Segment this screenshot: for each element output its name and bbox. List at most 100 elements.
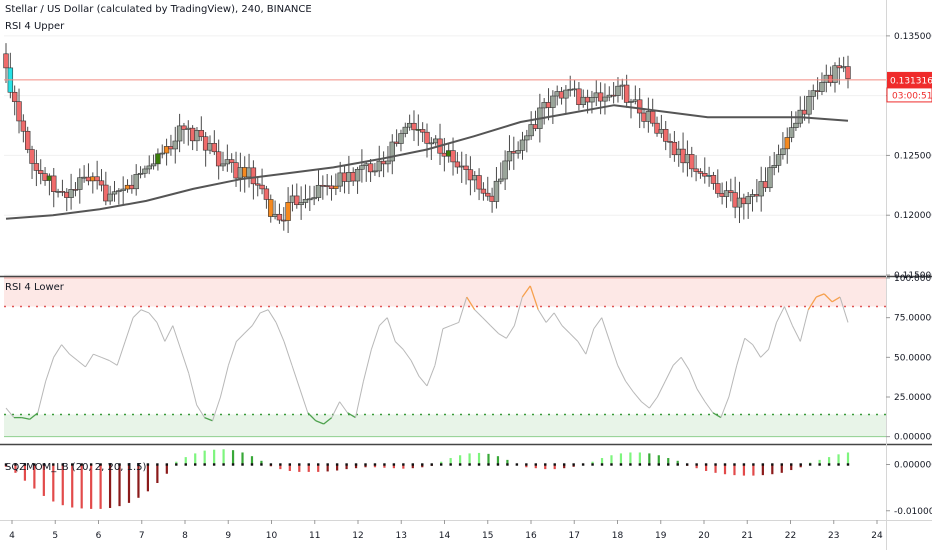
squeeze-dot: [71, 463, 74, 466]
candle-body: [294, 195, 300, 206]
rsi-segment: [688, 369, 698, 390]
candle-body: [142, 168, 148, 174]
squeeze-dot: [307, 463, 310, 466]
candle-body: [493, 180, 500, 202]
symbol-title[interactable]: Stellar / US Dollar (calculated by Tradi…: [5, 4, 312, 15]
x-tick-label: 9: [225, 531, 231, 541]
rsi-segment: [585, 328, 595, 355]
rsi-segment: [355, 381, 364, 418]
candle-body: [16, 101, 22, 122]
squeeze-dot: [695, 463, 698, 466]
squeeze-dot: [279, 463, 282, 466]
candle-body: [137, 172, 144, 175]
candle-body: [419, 129, 426, 133]
squeeze-dot: [808, 463, 812, 466]
x-tick-label: 13: [396, 531, 407, 541]
candle-body: [784, 137, 790, 150]
rsi-segment: [831, 296, 841, 303]
rsi-segment: [593, 317, 603, 330]
squeeze-dot: [581, 463, 585, 466]
rsi-segment: [545, 312, 555, 323]
rsi-segment: [783, 306, 793, 326]
rsi-segment: [236, 333, 245, 342]
candle-body: [845, 66, 851, 80]
candle-body: [485, 192, 491, 197]
squeeze-dot: [203, 463, 206, 466]
moving-average-line: [5, 104, 849, 220]
sqzmom-legend[interactable]: SQZMOM_LB (20, 2, 20, 1.5): [5, 462, 147, 473]
rsi-segment: [736, 338, 746, 366]
rsi-segment: [29, 412, 39, 420]
rsi-segment: [291, 365, 301, 390]
candle-body: [172, 140, 178, 150]
rsi-segment: [744, 337, 753, 346]
candle-body: [72, 189, 79, 191]
candle-body: [259, 184, 265, 190]
rsi-segment: [362, 349, 372, 382]
rsi-segment: [577, 341, 587, 355]
rsi-segment: [77, 360, 86, 368]
rsi-lower-legend[interactable]: RSI 4 Lower: [5, 282, 64, 293]
rsi-segment: [656, 380, 666, 398]
rsi-segment: [180, 349, 190, 374]
rsi-segment: [188, 373, 198, 406]
candle-body: [819, 82, 825, 92]
y-tick-label: 0.0000000: [894, 433, 932, 443]
candle-body: [163, 146, 170, 154]
candle-body: [467, 169, 474, 181]
rsi-segment: [93, 353, 102, 358]
candle-body: [146, 165, 152, 170]
rsi-segment: [37, 381, 47, 413]
squeeze-dot: [790, 463, 793, 466]
rsi-segment: [633, 391, 642, 403]
squeeze-dot: [269, 463, 273, 466]
rsi-segment: [172, 325, 182, 350]
squeeze-dot: [477, 463, 481, 466]
squeeze-dot: [80, 463, 83, 466]
x-tick-label: 6: [96, 531, 102, 541]
squeeze-dot: [827, 463, 831, 466]
rsi-segment: [728, 365, 738, 398]
squeeze-dot: [487, 463, 490, 466]
candle-body: [663, 128, 669, 142]
squeeze-dot: [137, 463, 140, 466]
squeeze-dot: [354, 463, 358, 466]
candle-body: [515, 150, 521, 154]
squeeze-dot: [402, 463, 405, 466]
candle-body: [788, 127, 795, 138]
candle-body: [519, 139, 526, 151]
rsi-segment: [260, 309, 269, 314]
squeeze-dot: [638, 463, 642, 466]
candle-body: [255, 183, 261, 186]
x-tick-label: 5: [52, 531, 58, 541]
rsi-segment: [664, 365, 674, 382]
candle-body: [615, 85, 621, 96]
x-tick-label: 12: [352, 531, 363, 541]
squeeze-dot: [14, 463, 17, 466]
rsi-segment: [513, 296, 523, 326]
rsi-segment: [5, 407, 15, 418]
candle-body: [636, 99, 643, 114]
rsi-segment: [537, 309, 547, 323]
candle-body: [476, 175, 482, 190]
rsi-segment: [696, 388, 706, 403]
squeeze-dot: [676, 463, 679, 466]
candle-body: [723, 190, 730, 197]
rsi-segment: [212, 396, 221, 421]
rsi-upper-legend[interactable]: RSI 4 Upper: [5, 21, 65, 32]
rsi-segment: [347, 412, 356, 419]
rsi-segment: [275, 322, 285, 342]
rsi-segment: [617, 365, 627, 382]
squeeze-dot: [288, 463, 292, 466]
squeeze-dot: [818, 463, 821, 466]
candle-body: [111, 191, 118, 195]
last-price-badge: [887, 71, 932, 88]
candle-body: [315, 184, 322, 198]
candle-body: [159, 152, 165, 155]
candle-body: [693, 168, 699, 172]
candle-body: [211, 143, 218, 153]
candle-body: [771, 165, 777, 168]
squeeze-dot: [600, 463, 604, 466]
candle-body: [107, 193, 113, 202]
